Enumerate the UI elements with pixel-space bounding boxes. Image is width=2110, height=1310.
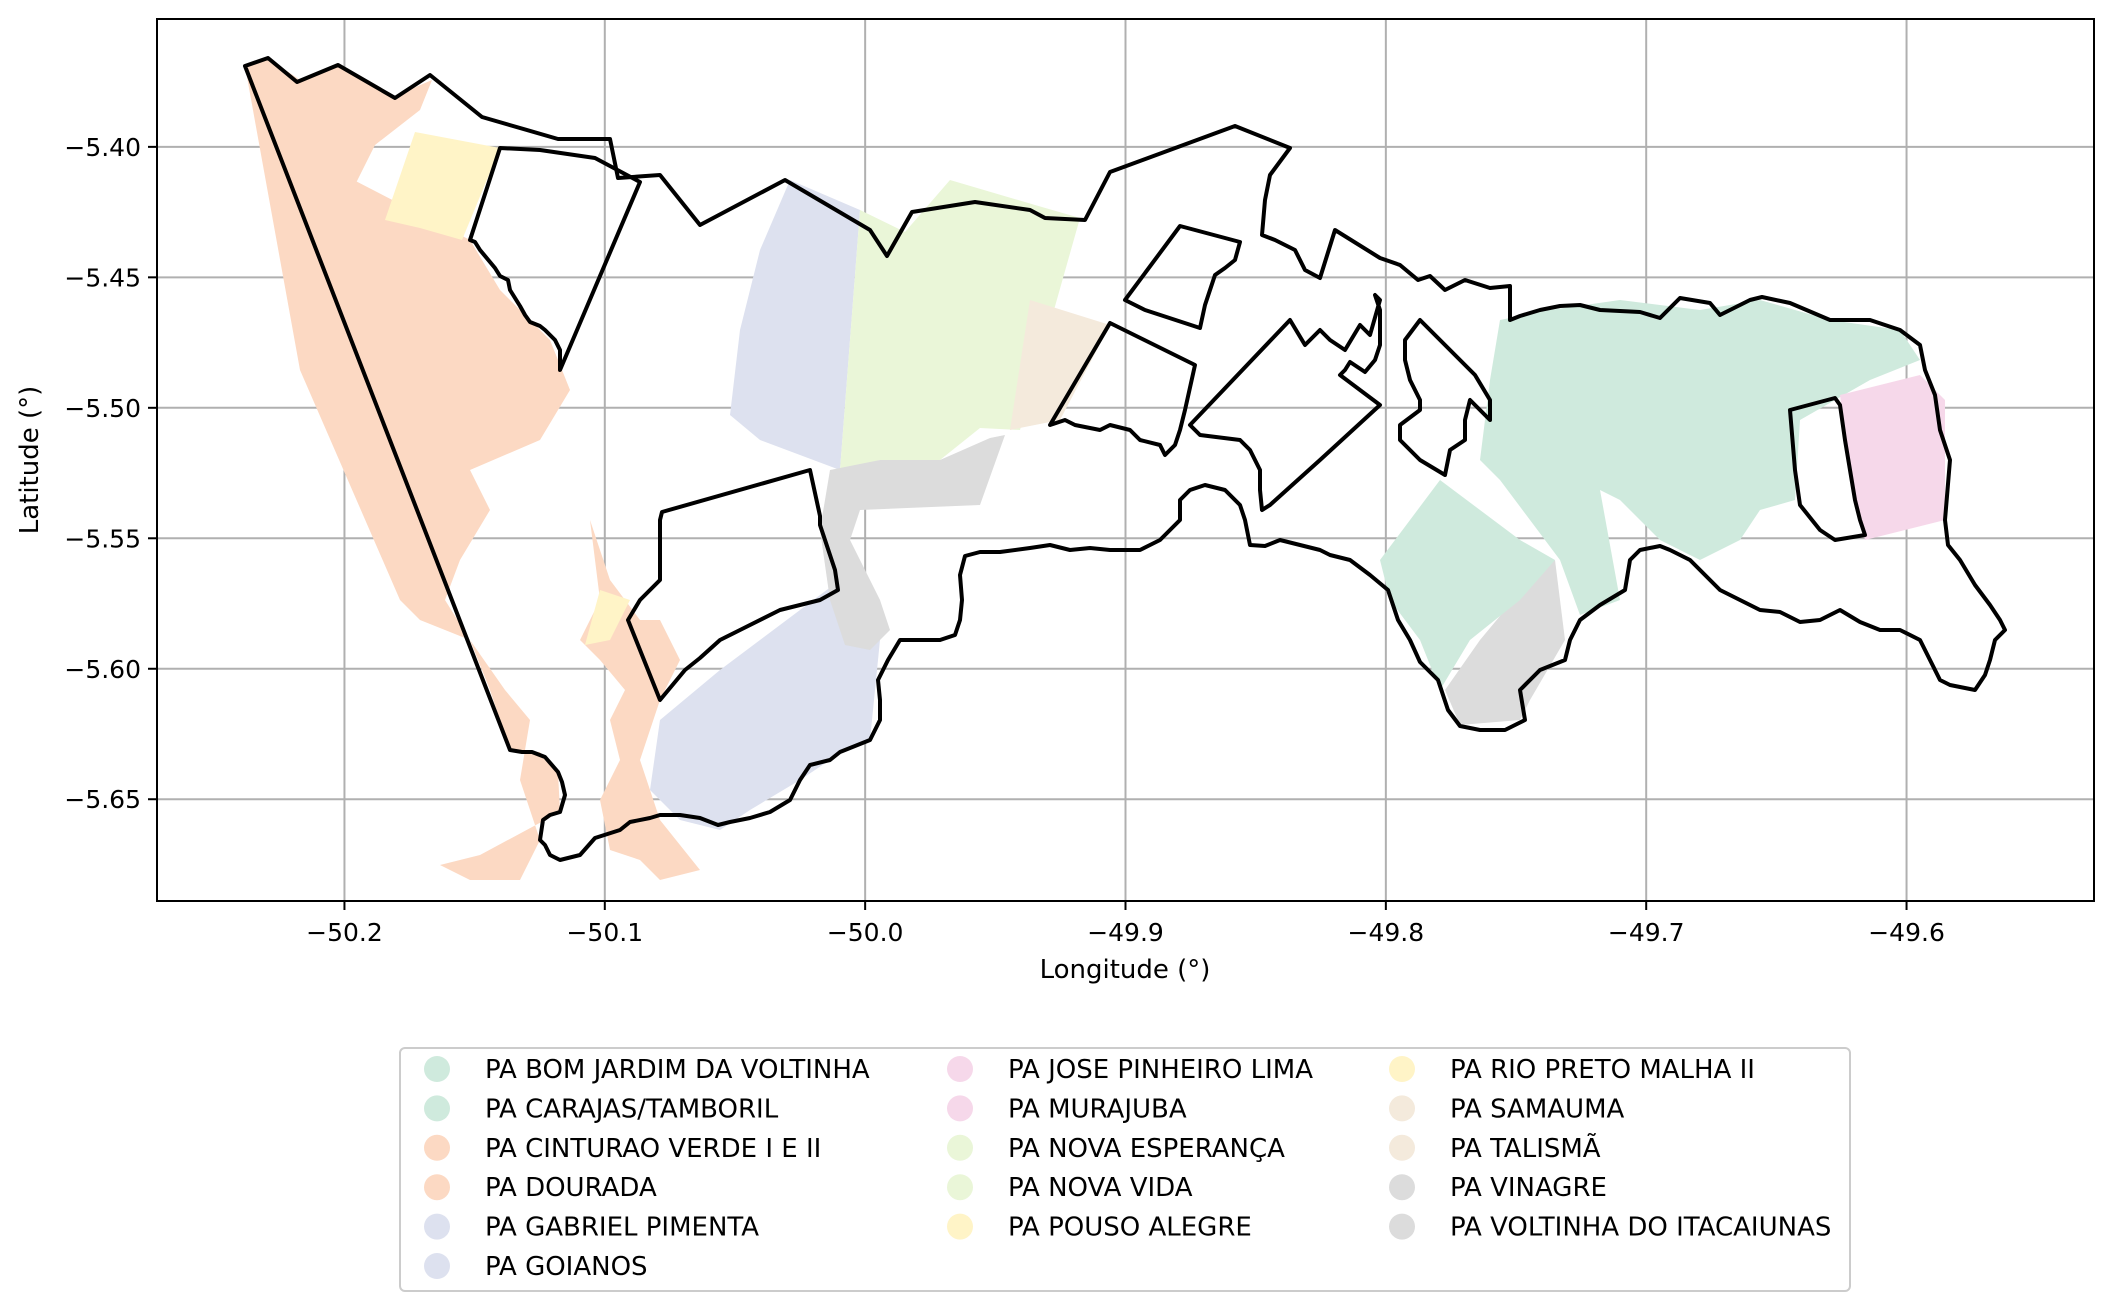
y-tick-label: −5.45 xyxy=(64,263,141,292)
legend-marker xyxy=(424,1056,450,1082)
legend-marker xyxy=(947,1174,973,1201)
settlement-outline-small-north xyxy=(1123,224,1242,330)
legend: PA BOM JARDIM DA VOLTINHA PA CARAJAS/TAMB… xyxy=(399,1047,1851,1292)
y-tick-label: −5.65 xyxy=(64,785,141,814)
municipality-outline xyxy=(243,56,2007,862)
x-tick-label: −50.2 xyxy=(306,918,383,947)
settlement-area-vinagre xyxy=(820,435,1005,650)
y-axis-label: Latitude (°) xyxy=(15,386,45,535)
settlement-area-gabriel-pimenta xyxy=(730,180,860,470)
settlement-area-pouso-alegre xyxy=(385,132,500,240)
settlement-outline-center-grid xyxy=(1188,293,1382,512)
settlement-area-cinturao-verde xyxy=(245,58,570,880)
settlement-outline-river-loop xyxy=(1398,318,1492,477)
x-tick-label: −50.0 xyxy=(827,918,904,947)
x-tick-label: −49.7 xyxy=(1608,918,1685,947)
settlement-area-goianos xyxy=(650,580,880,830)
legend-label: PA NOVA VIDA xyxy=(1008,1173,1193,1203)
legend-label: PA CARAJAS/TAMBORIL xyxy=(485,1094,779,1124)
legend-marker xyxy=(947,1095,973,1122)
legend-box xyxy=(399,1047,1851,1292)
legend-label: PA VINAGRE xyxy=(1450,1173,1607,1203)
x-tick-label: −49.9 xyxy=(1087,918,1164,947)
legend-label: PA MURAJUBA xyxy=(1008,1094,1187,1124)
settlement-area-voltinha-itacaiunas xyxy=(1445,560,1565,725)
legend-label: PA RIO PRETO MALHA II xyxy=(1450,1055,1755,1085)
legend-label: PA DOURADA xyxy=(485,1173,657,1203)
legend-marker xyxy=(424,1253,450,1279)
settlement-outline-center-east xyxy=(1048,321,1197,457)
settlement-area-samauma xyxy=(1010,300,1110,430)
y-tick-label: −5.50 xyxy=(64,394,141,423)
x-tick-label: −49.8 xyxy=(1348,918,1425,947)
legend-marker xyxy=(424,1134,450,1161)
legend-marker xyxy=(424,1174,450,1201)
x-tick-label: −49.6 xyxy=(1868,918,1945,947)
legend-label: PA VOLTINHA DO ITACAIUNAS xyxy=(1450,1213,1831,1243)
settlement-outline-center-south-west xyxy=(626,468,840,702)
legend-marker xyxy=(1389,1174,1415,1201)
y-tick-label: −5.60 xyxy=(64,655,141,684)
legend-marker xyxy=(947,1134,973,1161)
y-tick-label: −5.40 xyxy=(64,133,141,162)
legend-label: PA JOSE PINHEIRO LIMA xyxy=(1008,1055,1313,1085)
legend-label: PA POUSO ALEGRE xyxy=(1008,1213,1252,1243)
tick-layer: −50.2 −50.1 −50.0 −49.9 −49.8 −49.7 −49.6 −5.40… xyxy=(64,133,1944,947)
settlement-area-rio-preto xyxy=(585,590,630,645)
legend-label: PA NOVA ESPERANÇA xyxy=(1008,1134,1285,1164)
legend-marker xyxy=(1389,1095,1415,1122)
legend-marker xyxy=(1389,1134,1415,1161)
legend-marker xyxy=(947,1056,973,1082)
legend-label: PA BOM JARDIM DA VOLTINHA xyxy=(485,1055,870,1085)
legend-label: PA GOIANOS xyxy=(485,1252,648,1282)
legend-marker xyxy=(947,1213,973,1240)
y-tick-label: −5.55 xyxy=(64,524,141,553)
legend-marker xyxy=(1389,1213,1415,1240)
x-tick-label: −50.1 xyxy=(566,918,643,947)
settlement-outline-north-west xyxy=(468,146,642,372)
legend-label: PA TALISMÃ xyxy=(1450,1132,1601,1164)
settlement-boundaries xyxy=(243,56,2007,862)
settlement-area-carajas-tamboril xyxy=(1480,300,1920,615)
settlement-area-bom-jardim xyxy=(1380,480,1555,690)
settlement-fills xyxy=(245,58,1945,880)
settlement-area-murajuba xyxy=(1840,375,1945,540)
legend-label: PA GABRIEL PIMENTA xyxy=(485,1213,759,1243)
legend-marker xyxy=(424,1213,450,1240)
legend-label: PA CINTURAO VERDE I E II xyxy=(485,1134,821,1164)
legend-marker xyxy=(1389,1056,1415,1082)
x-axis-label: Longitude (°) xyxy=(1040,955,1211,985)
legend-marker xyxy=(424,1095,450,1122)
settlement-outline-east-strip xyxy=(1788,396,1867,542)
legend-items: PA BOM JARDIM DA VOLTINHA PA CARAJAS/TAMB… xyxy=(424,1055,1831,1282)
legend-label: PA SAMAUMA xyxy=(1450,1094,1625,1124)
